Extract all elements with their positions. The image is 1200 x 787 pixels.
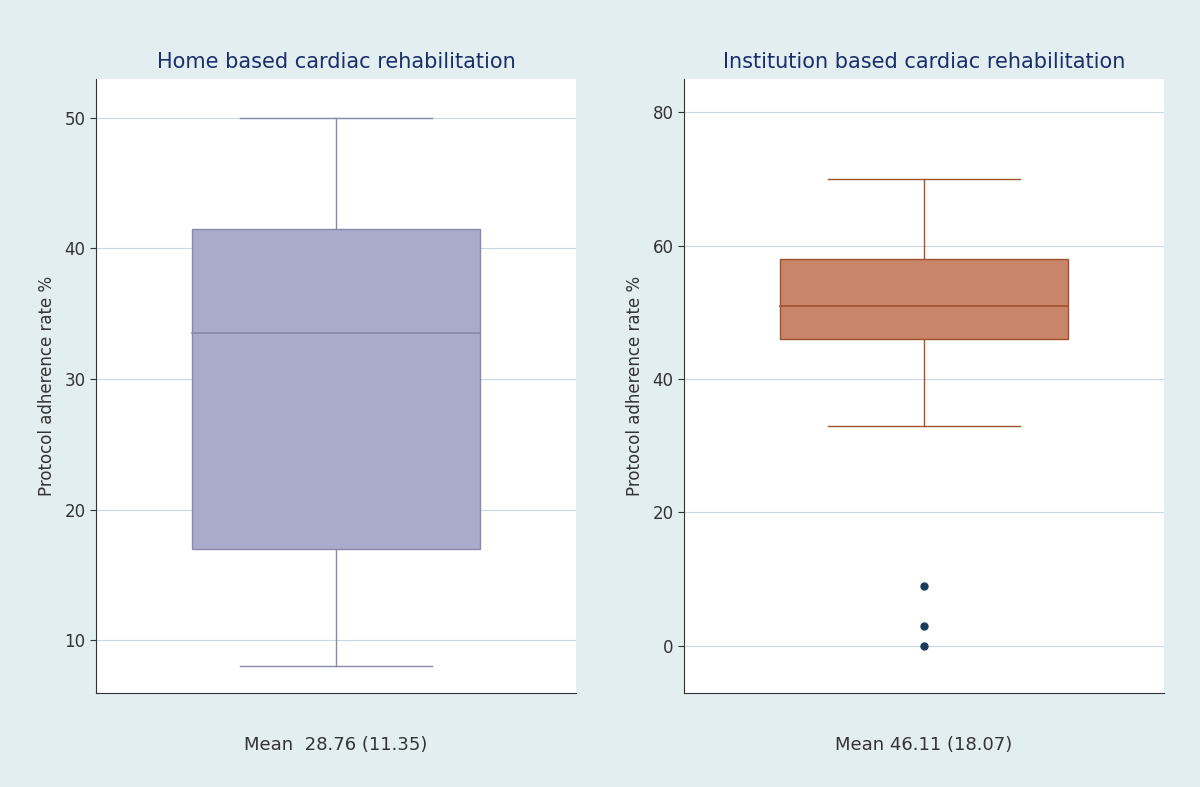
Title: Home based cardiac rehabilitation: Home based cardiac rehabilitation (157, 52, 515, 72)
Text: Mean 46.11 (18.07): Mean 46.11 (18.07) (835, 736, 1013, 753)
Title: Institution based cardiac rehabilitation: Institution based cardiac rehabilitation (722, 52, 1126, 72)
Bar (192, 229, 480, 549)
Y-axis label: Protocol adherence rate %: Protocol adherence rate % (38, 275, 56, 496)
Y-axis label: Protocol adherence rate %: Protocol adherence rate % (626, 275, 644, 496)
Text: Mean  28.76 (11.35): Mean 28.76 (11.35) (245, 736, 427, 753)
Bar (780, 259, 1068, 339)
